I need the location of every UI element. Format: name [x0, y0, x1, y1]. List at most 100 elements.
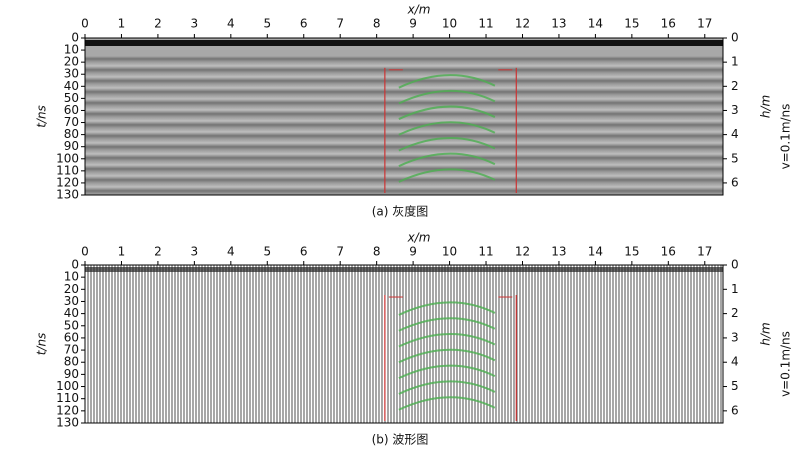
x-tick-label: 1	[118, 17, 126, 31]
x-tick-label: 12	[515, 17, 530, 31]
x-tick-label: 7	[336, 17, 344, 31]
y-tick-label: 20	[64, 55, 79, 69]
y-tick-label: 50	[64, 318, 79, 332]
x-tick-label: 15	[624, 17, 639, 31]
y-tick-label: 120	[56, 403, 79, 417]
y2-tick-label: 4	[731, 355, 739, 369]
x-tick-label: 11	[478, 245, 493, 259]
y-tick-label: 100	[56, 151, 79, 165]
x-tick-label: 12	[515, 245, 530, 259]
x-tick-label: 14	[588, 17, 603, 31]
plot-frame	[84, 264, 724, 424]
x-tick-label: 13	[551, 17, 566, 31]
x-axis-label: x/m	[407, 3, 431, 17]
y2-tick-label: 0	[731, 31, 739, 45]
velocity-label: v=0.1m/ns	[779, 104, 793, 170]
y2-tick-label: 5	[731, 379, 739, 393]
x-tick-label: 15	[624, 245, 639, 259]
hyperbola-trace	[398, 317, 496, 332]
x-tick-label: 5	[263, 245, 271, 259]
y2-tick-label: 2	[731, 306, 739, 320]
y-tick-label: 70	[64, 115, 79, 129]
y-tick-label: 60	[64, 103, 79, 117]
y-tick-label: 110	[56, 391, 79, 405]
radargram-texture	[85, 56, 723, 195]
x-tick-label: 2	[154, 17, 162, 31]
x-tick-label: 8	[373, 245, 381, 259]
x-tick-label: 2	[154, 245, 162, 259]
velocity-label: v=0.1m/ns	[779, 331, 793, 397]
x-tick-label: 8	[373, 17, 381, 31]
hyperbola-trace	[398, 74, 496, 89]
y2-tick-label: 0	[731, 258, 739, 272]
x-tick-label: 3	[191, 17, 199, 31]
x-tick-label: 6	[300, 17, 308, 31]
hyperbola-trace	[398, 136, 496, 152]
y-tick-label: 70	[64, 343, 79, 357]
y-tick-label: 40	[64, 306, 79, 320]
x-tick-label: 4	[227, 245, 235, 259]
x-axis-label: x/m	[407, 231, 431, 245]
y-tick-label: 10	[64, 270, 79, 284]
x-tick-label: 9	[409, 245, 417, 259]
y-tick-label: 60	[64, 330, 79, 344]
x-tick-label: 7	[336, 245, 344, 259]
hyperbola-trace	[398, 396, 496, 411]
y-tick-label: 120	[56, 175, 79, 189]
x-tick-label: 0	[81, 17, 89, 31]
y2-tick-label: 1	[731, 55, 739, 69]
hyperbola-trace	[398, 364, 496, 380]
x-tick-label: 10	[442, 17, 457, 31]
hyperbola-trace	[398, 380, 496, 395]
y-tick-label: 130	[56, 416, 79, 430]
y-axis-label: t/ns	[35, 333, 49, 356]
x-tick-label: 17	[697, 245, 712, 259]
y2-axis-label: h/m	[759, 95, 773, 118]
y-tick-label: 30	[64, 294, 79, 308]
hyperbola-trace	[398, 348, 496, 364]
y2-tick-label: 1	[731, 282, 739, 296]
y2-tick-label: 4	[731, 127, 739, 141]
hyperbola-trace	[398, 89, 496, 105]
hyperbola-trace	[398, 333, 496, 348]
y2-tick-label: 6	[731, 403, 739, 417]
x-tick-label: 0	[81, 245, 89, 259]
y2-tick-label: 2	[731, 79, 739, 93]
y-axis-label: t/ns	[35, 105, 49, 128]
y2-tick-label: 6	[731, 175, 739, 189]
hyperbola-trace	[398, 168, 496, 183]
x-tick-label: 14	[588, 245, 603, 259]
hyperbola-trace	[398, 301, 496, 316]
plot-frame	[84, 37, 724, 196]
hyperbola-trace	[398, 105, 496, 120]
y-tick-label: 80	[64, 127, 79, 141]
x-tick-label: 3	[191, 245, 199, 259]
x-tick-label: 16	[661, 17, 676, 31]
y2-tick-label: 5	[731, 151, 739, 165]
y-tick-label: 50	[64, 91, 79, 105]
x-tick-label: 6	[300, 245, 308, 259]
y-tick-label: 20	[64, 282, 79, 296]
surface-band	[85, 40, 723, 46]
caption: (b) 波形图	[372, 433, 429, 447]
y-tick-label: 90	[64, 139, 79, 153]
y-tick-label: 100	[56, 379, 79, 393]
hyperbola-trace	[398, 121, 496, 136]
y-tick-label: 40	[64, 79, 79, 93]
x-tick-label: 16	[661, 245, 676, 259]
surface-band	[85, 267, 723, 272]
hyperbola-trace	[398, 152, 496, 168]
x-tick-label: 4	[227, 17, 235, 31]
x-tick-label: 1	[118, 245, 126, 259]
y-tick-label: 0	[71, 258, 79, 272]
x-tick-label: 11	[478, 17, 493, 31]
x-tick-label: 9	[409, 17, 417, 31]
y-tick-label: 110	[56, 163, 79, 177]
y-tick-label: 10	[64, 43, 79, 57]
caption: (a) 灰度图	[372, 204, 429, 219]
x-tick-label: 10	[442, 245, 457, 259]
